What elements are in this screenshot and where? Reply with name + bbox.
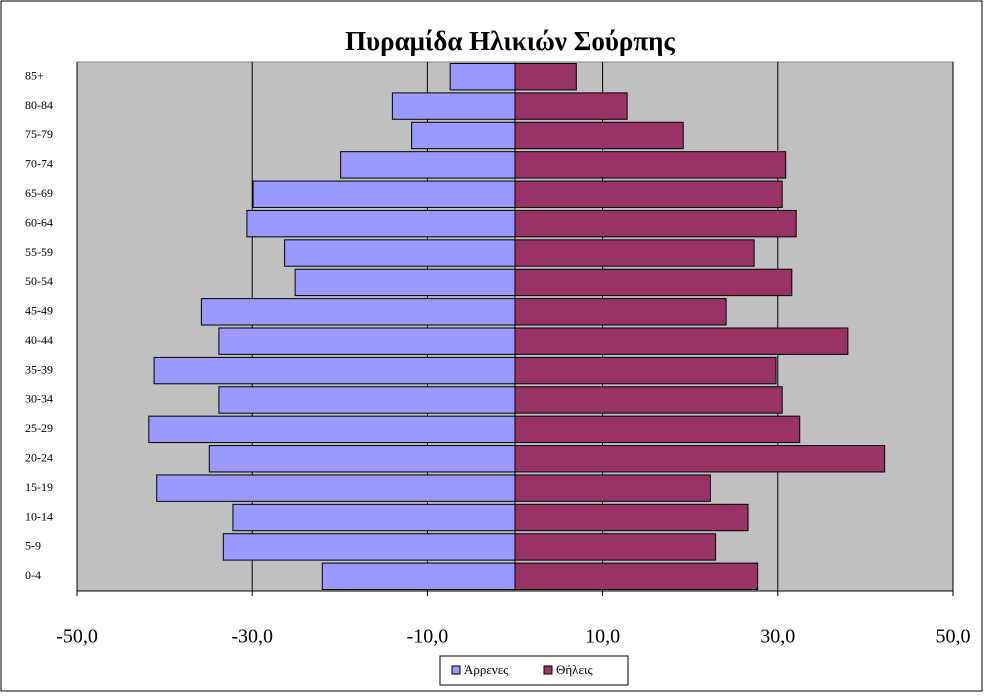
x-tick-label: 10,0 (585, 626, 620, 648)
bar (514, 268, 793, 297)
bar (208, 445, 516, 473)
bar (156, 474, 516, 502)
bar (218, 327, 516, 355)
bar (514, 386, 783, 414)
bar (514, 180, 783, 208)
bar (340, 151, 516, 179)
bar (514, 562, 759, 590)
y-tick-label: 35-39 (25, 362, 53, 376)
bar (153, 356, 516, 385)
x-tick-label: 30,0 (760, 626, 795, 648)
chart-title: Πυραμίδα Ηλικιών Σούρπης (345, 26, 675, 56)
bar (514, 298, 727, 326)
bar (514, 533, 717, 561)
y-tick-label: 50-54 (25, 274, 53, 288)
legend-label: Θήλεις (556, 662, 593, 677)
y-tick-label: 45-49 (25, 304, 53, 318)
bar (514, 356, 777, 385)
y-tick-label: 60-64 (25, 215, 53, 229)
bar (246, 209, 516, 238)
legend-swatch (543, 665, 553, 675)
y-tick-label: 10-14 (25, 509, 53, 523)
legend-label: Άρρενες (464, 662, 509, 677)
bar (514, 445, 886, 473)
bar (391, 92, 516, 120)
legend-swatch (451, 665, 461, 675)
bar (200, 298, 516, 326)
bar (411, 121, 516, 150)
bar (514, 239, 755, 267)
x-tick-label: 50,0 (936, 626, 971, 648)
y-tick-label: 65-69 (25, 186, 53, 200)
bar (148, 415, 516, 444)
y-tick-label: 25-29 (25, 421, 53, 435)
bar (514, 209, 797, 238)
y-tick-label: 70-74 (25, 157, 53, 171)
x-tick-label: -30,0 (231, 626, 273, 648)
bar (514, 63, 577, 91)
bar (514, 415, 801, 444)
x-tick-label: -10,0 (407, 626, 449, 648)
bar (232, 503, 516, 532)
y-tick-label: 30-34 (25, 392, 53, 406)
y-tick-label: 15-19 (25, 480, 53, 494)
bar (514, 327, 849, 355)
bar (514, 503, 749, 532)
x-tick-label: -50,0 (56, 626, 98, 648)
y-tick-label: 40-44 (25, 333, 53, 347)
bar (514, 151, 787, 179)
bar (218, 386, 516, 414)
bar (449, 63, 516, 91)
y-tick-label: 85+ (25, 68, 44, 82)
legend-box (439, 655, 629, 686)
bar (514, 474, 711, 502)
bar (252, 180, 516, 208)
bar (294, 268, 516, 297)
y-tick-label: 20-24 (25, 451, 53, 465)
bar (284, 239, 516, 267)
y-tick-label: 5-9 (25, 539, 41, 553)
bar (514, 121, 684, 150)
y-tick-label: 75-79 (25, 127, 53, 141)
y-tick-label: 55-59 (25, 245, 53, 259)
bar (222, 533, 516, 561)
bar (514, 92, 628, 120)
y-tick-label: 0-4 (25, 568, 41, 582)
y-tick-label: 80-84 (25, 98, 53, 112)
bar (321, 562, 516, 590)
